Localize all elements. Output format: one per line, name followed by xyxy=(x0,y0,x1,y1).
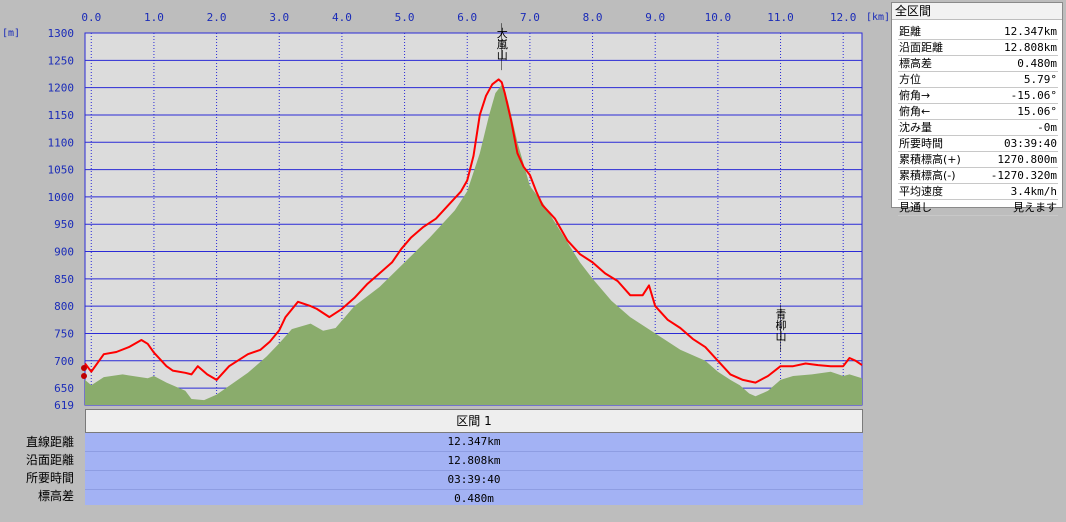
peak-label: 大嵐山 xyxy=(495,26,508,60)
x-tick-label: 12.0 xyxy=(830,11,857,24)
summary-row: 距離 12.347km xyxy=(898,24,1058,40)
start-marker-icon xyxy=(81,365,87,379)
x-tick-label: 6.0 xyxy=(457,11,477,24)
summary-value: 15.06° xyxy=(975,103,1058,120)
x-tick-label: 9.0 xyxy=(645,11,665,24)
x-tick-label: 10.0 xyxy=(705,11,732,24)
summary-value: 0.480m xyxy=(975,55,1058,72)
summary-label: 距離 xyxy=(898,24,976,40)
summary-value: -0m xyxy=(975,119,1058,136)
profile-line xyxy=(84,78,863,384)
y-unit-label: [m] xyxy=(2,28,20,39)
stats-row-straight: 12.347km xyxy=(85,433,863,452)
summary-label: 見通し xyxy=(898,199,976,216)
summary-value: 1270.800m xyxy=(975,151,1058,168)
summary-row: 俯角→ -15.06° xyxy=(898,87,1058,104)
summary-value: 03:39:40 xyxy=(975,135,1058,152)
terrain-area xyxy=(85,84,862,406)
summary-value: -15.06° xyxy=(975,87,1058,104)
summary-value: 12.347km xyxy=(975,24,1058,40)
y-tick-label: 1200 xyxy=(48,82,75,95)
peak-annotation: 青柳山 xyxy=(774,304,787,352)
x-tick-labels: 0.0 1.0 2.0 3.0 4.0 5.0 6.0 7.0 8.0 9.0 10.0 11.0 12… xyxy=(81,11,856,24)
x-tick-label: 8.0 xyxy=(583,11,603,24)
y-tick-label: 619 xyxy=(54,399,74,412)
summary-row: 俯角← 15.06° xyxy=(898,103,1058,120)
summary-label: 沈み量 xyxy=(898,119,976,136)
summary-label: 平均速度 xyxy=(898,183,976,200)
summary-row: 見通し 見えます xyxy=(898,199,1058,216)
summary-value: 12.808km xyxy=(975,39,1058,56)
summary-row: 平均速度 3.4km/h xyxy=(898,183,1058,200)
summary-panel: 全区間 距離 12.347km 沿面距離 12.808km 標高差 0.480m 方位 5.7… xyxy=(891,2,1063,216)
summary-row: 累積標高(+) 1270.800m xyxy=(898,151,1058,168)
stats-label-straight: 直線距離 xyxy=(25,435,74,449)
peak-label: 青柳山 xyxy=(774,308,787,341)
summary-label: 累積標高(+) xyxy=(898,151,976,168)
summary-label: 俯角→ xyxy=(898,87,976,104)
x-tick-label: 1.0 xyxy=(144,11,164,24)
section-header[interactable]: 区間 1 xyxy=(85,409,863,433)
y-tick-label: 1250 xyxy=(48,54,75,67)
summary-label: 方位 xyxy=(898,71,976,88)
y-tick-label: 900 xyxy=(54,246,74,259)
summary-row: 沈み量 -0m xyxy=(898,119,1058,136)
stats-label-elev-diff: 標高差 xyxy=(37,489,74,503)
y-tick-label: 1000 xyxy=(48,191,75,204)
stats-label-surface: 沿面距離 xyxy=(25,453,74,467)
section-stats: 12.347km 12.808km 03:39:40 0.480m xyxy=(85,433,863,505)
summary-row: 方位 5.79° xyxy=(898,71,1058,88)
y-tick-label: 700 xyxy=(54,355,74,368)
x-tick-label: 7.0 xyxy=(520,11,540,24)
summary-label: 累積標高(-) xyxy=(898,167,976,184)
summary-value: 3.4km/h xyxy=(975,183,1058,200)
y-tick-label: 850 xyxy=(54,273,74,286)
profile-line-path xyxy=(84,78,863,384)
y-tick-label: 1050 xyxy=(48,164,75,177)
summary-label: 俯角← xyxy=(898,103,976,120)
y-tick-label: 1100 xyxy=(48,136,75,149)
y-tick-label: 650 xyxy=(54,382,74,395)
summary-label: 沿面距離 xyxy=(898,39,976,56)
summary-label: 標高差 xyxy=(898,55,976,72)
summary-title: 全区間 xyxy=(892,3,1062,20)
x-tick-label: 5.0 xyxy=(395,11,415,24)
y-tick-label: 750 xyxy=(54,327,74,340)
summary-row: 所要時間 03:39:40 xyxy=(898,135,1058,152)
peak-annotation: 大嵐山 xyxy=(495,23,508,71)
x-tick-label: 3.0 xyxy=(269,11,289,24)
summary-label: 所要時間 xyxy=(898,135,976,152)
x-unit-label: [km] xyxy=(866,12,890,23)
summary-row: 累積標高(-) -1270.320m xyxy=(898,167,1058,184)
y-tick-label: 1150 xyxy=(48,109,75,122)
x-tick-label: 0.0 xyxy=(81,11,101,24)
stats-row-elev-diff: 0.480m xyxy=(454,492,494,505)
stats-label-time: 所要時間 xyxy=(25,471,74,485)
summary-row: 沿面距離 12.808km xyxy=(898,39,1058,56)
y-tick-label: 950 xyxy=(54,218,74,231)
stats-row-time: 03:39:40 xyxy=(85,471,863,490)
y-tick-label: 800 xyxy=(54,300,74,313)
terrain-area-path xyxy=(85,84,862,406)
stats-row-surface: 12.808km xyxy=(85,452,863,471)
summary-value: 見えます xyxy=(975,199,1058,216)
y-tick-labels: 619 650 700 750 800 850 900 950 1000 1050 1100 1150… xyxy=(48,27,75,412)
summary-value: 5.79° xyxy=(975,71,1058,88)
x-tick-label: 4.0 xyxy=(332,11,352,24)
y-tick-label: 1300 xyxy=(48,27,75,40)
summary-value: -1270.320m xyxy=(975,167,1058,184)
summary-row: 標高差 0.480m xyxy=(898,55,1058,72)
x-tick-label: 11.0 xyxy=(767,11,794,24)
x-tick-label: 2.0 xyxy=(207,11,227,24)
summary-table: 距離 12.347km 沿面距離 12.808km 標高差 0.480m 方位 5.79° 俯角… xyxy=(898,24,1058,216)
